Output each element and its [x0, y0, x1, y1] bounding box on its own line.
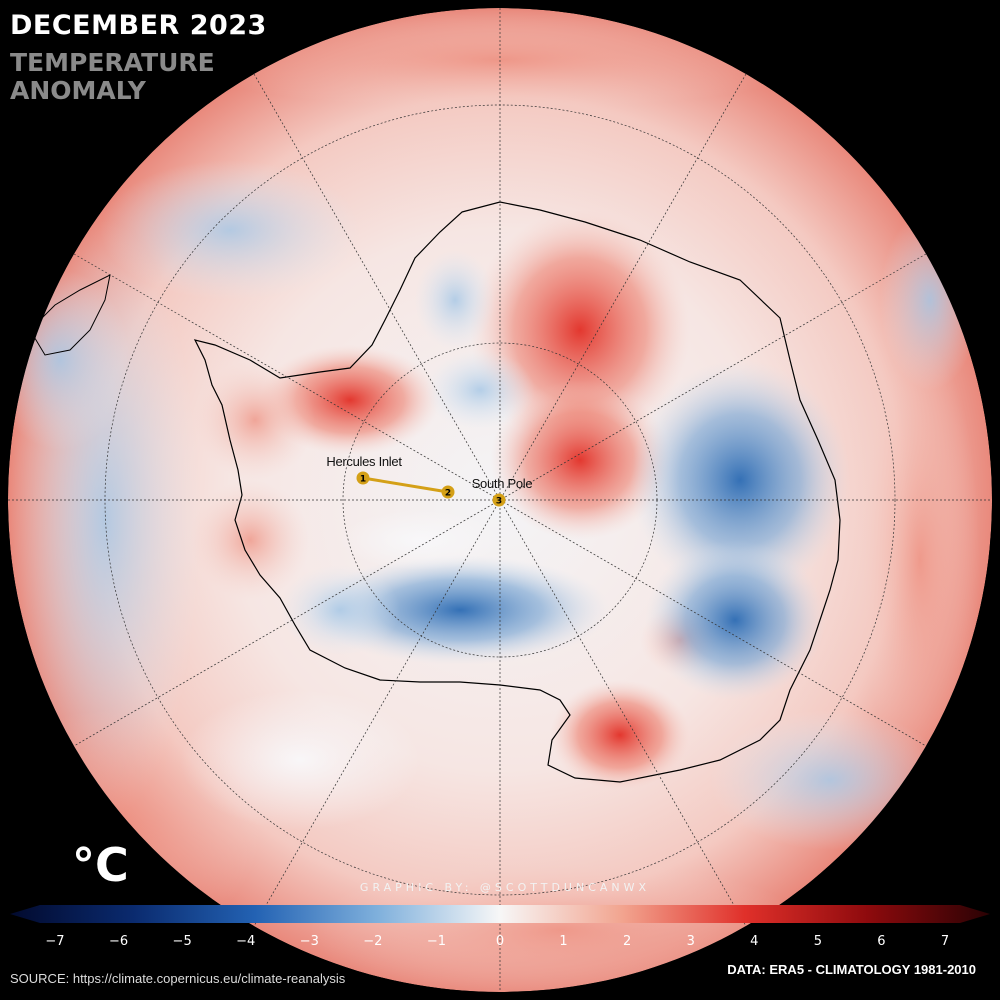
svg-text:2: 2	[445, 489, 451, 499]
title: DECEMBER 2023	[10, 10, 267, 41]
svg-text:1: 1	[360, 475, 366, 485]
colorbar-tick-label: −4	[236, 934, 255, 949]
antarctica-coastline	[193, 201, 841, 783]
colorbar-tick-label: 3	[687, 934, 695, 949]
colorbar-tick-label: −7	[45, 934, 64, 949]
marker-1: 1	[356, 471, 370, 485]
colorbar-tick-label: −3	[300, 934, 319, 949]
colorbar-tick-label: −1	[427, 934, 446, 949]
graphic-credit: GRAPHIC BY: @SCOTTDUNCANWX	[359, 881, 651, 894]
colorbar-tick-label: 6	[877, 934, 885, 949]
colorbar-tick-label: 4	[750, 934, 758, 949]
colorbar-tick-label: 5	[814, 934, 822, 949]
unit-label: °C	[72, 838, 129, 892]
colorbar-tick-labels: −7 −6 −5 −4 −3 −2 −1 0 1 2 3 4 5 6 7	[45, 934, 949, 949]
marker-3: 3	[492, 493, 506, 507]
graticule	[8, 8, 992, 992]
colorbar-tick-label: 2	[623, 934, 631, 949]
south-america-tip	[29, 274, 111, 356]
svg-text:3: 3	[496, 497, 502, 507]
south-pole-label: South Pole	[472, 476, 533, 491]
colorbar-tick-label: 1	[559, 934, 567, 949]
colorbar-tick-label: −6	[109, 934, 128, 949]
hercules-inlet-label: Hercules Inlet	[326, 454, 402, 469]
colorbar-tick-label: 7	[941, 934, 949, 949]
expedition-route	[362, 476, 449, 494]
colorbar-tick-label: −5	[173, 934, 192, 949]
colorbar	[10, 905, 990, 923]
source-note: SOURCE: https://climate.copernicus.eu/cl…	[10, 971, 346, 986]
marker-2: 2	[441, 485, 455, 499]
subtitle: TEMPERATURE ANOMALY	[10, 48, 215, 105]
data-note: DATA: ERA5 - CLIMATOLOGY 1981-2010	[727, 962, 976, 977]
colorbar-tick-label: −2	[363, 934, 382, 949]
colorbar-tick-label: 0	[496, 934, 504, 949]
